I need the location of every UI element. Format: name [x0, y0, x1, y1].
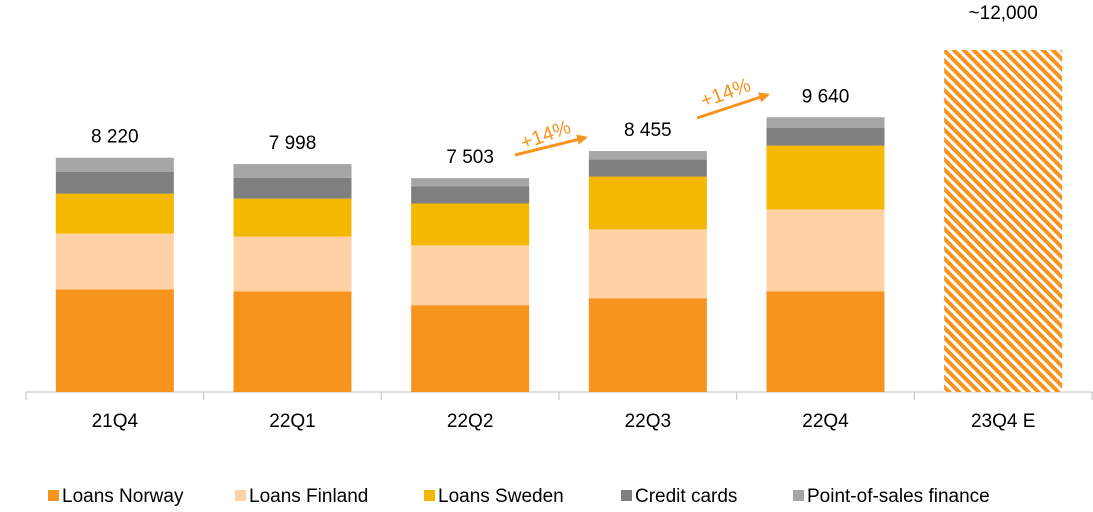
legend-label: Loans Norway	[62, 486, 184, 507]
bar-segment	[588, 298, 707, 392]
legend-swatch	[793, 490, 804, 501]
x-tick-label: 23Q4 E	[971, 411, 1035, 432]
growth-arrow	[514, 137, 581, 157]
total-label: 9 640	[802, 86, 850, 107]
legend-swatch	[48, 490, 59, 501]
growth-label: +14%	[698, 74, 754, 112]
legend-label: Loans Sweden	[438, 486, 564, 507]
legend-swatch	[235, 490, 246, 501]
bar-segment	[411, 178, 530, 187]
bar-segment	[55, 171, 174, 194]
x-tick-label: 21Q4	[92, 411, 139, 432]
bar-segment	[411, 203, 530, 246]
bar-segment	[55, 193, 174, 234]
bar-segment	[55, 233, 174, 290]
bar-segment	[55, 289, 174, 392]
bar-segment	[233, 198, 352, 237]
arrow-head	[576, 134, 588, 145]
bar-segment	[588, 151, 707, 160]
bar-segment	[766, 145, 885, 210]
x-tick-label: 22Q4	[802, 411, 849, 432]
x-tick-label: 22Q1	[269, 411, 315, 432]
bar-segment	[411, 186, 530, 204]
bar-segment	[233, 291, 352, 392]
total-label: ~12,000	[969, 3, 1038, 24]
bar-segment	[766, 209, 885, 292]
legend-label: Point-of-sales finance	[807, 486, 990, 507]
bar-segment	[588, 176, 707, 230]
bar-segment	[233, 164, 352, 178]
arrow-head	[758, 92, 770, 103]
legend-swatch	[424, 490, 435, 501]
bar-segment	[411, 305, 530, 392]
bar-segment	[766, 127, 885, 146]
bar-segment	[766, 291, 885, 392]
total-label: 8 220	[91, 127, 139, 148]
bar-segment	[588, 229, 707, 299]
total-label: 7 998	[269, 133, 317, 154]
total-label: 8 455	[624, 120, 672, 141]
bar-segment	[233, 177, 352, 199]
bar-segment	[411, 245, 530, 306]
estimate-bar	[944, 50, 1063, 392]
legend-label: Credit cards	[635, 486, 737, 507]
legend-swatch	[621, 490, 632, 501]
legend-label: Loans Finland	[249, 486, 368, 507]
bar-segment	[766, 117, 885, 128]
x-tick-label: 22Q3	[625, 411, 671, 432]
total-label: 7 503	[446, 147, 494, 168]
bar-segment	[588, 159, 707, 177]
bar-segment	[55, 157, 174, 172]
x-tick-label: 22Q2	[447, 411, 493, 432]
growth-arrow	[696, 95, 763, 120]
bar-segment	[233, 236, 352, 292]
